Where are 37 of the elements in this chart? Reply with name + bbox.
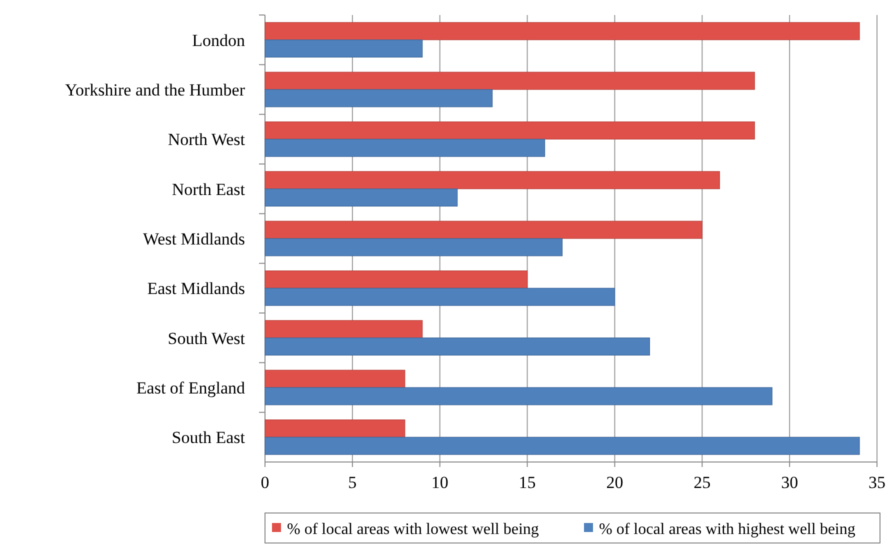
x-tick-label: 35 — [868, 473, 886, 492]
bar — [264, 22, 860, 40]
y-tick-label: London — [192, 30, 246, 50]
bar — [264, 270, 528, 288]
bar — [264, 370, 406, 388]
bar — [264, 121, 755, 140]
legend-label: % of local areas with lowest well being — [287, 521, 539, 538]
y-tick-label: South East — [172, 428, 246, 448]
bar — [264, 238, 563, 256]
y-tick-label: West Midlands — [142, 230, 245, 248]
bar — [264, 72, 755, 90]
y-tick-label: Yorkshire and the Humber — [64, 80, 246, 100]
bar — [264, 320, 423, 338]
x-tick-label: 5 — [348, 473, 357, 492]
x-tick-label: 0 — [260, 473, 270, 492]
bar — [264, 171, 720, 190]
bar — [264, 188, 458, 207]
bar — [264, 436, 860, 455]
y-tick-label: East of England — [136, 378, 246, 398]
y-tick-label: North West — [168, 130, 246, 150]
x-tick-label: 30 — [781, 473, 798, 492]
x-tick-label: 20 — [606, 473, 624, 492]
y-tick-label: South West — [168, 328, 246, 348]
bar — [264, 40, 423, 58]
x-tick-label: 10 — [431, 473, 448, 492]
bar — [264, 220, 702, 239]
y-tick-label: East Midlands — [147, 279, 245, 298]
bar — [264, 338, 650, 356]
bar — [264, 89, 493, 108]
bar — [264, 419, 406, 438]
y-tick-label: North East — [172, 180, 246, 199]
x-tick-label: 25 — [694, 473, 711, 492]
bar — [264, 387, 772, 406]
bar — [264, 138, 546, 157]
x-tick-label: 15 — [518, 473, 536, 492]
legend-label: % of local areas with highest well being — [599, 521, 856, 538]
bar — [264, 288, 616, 306]
